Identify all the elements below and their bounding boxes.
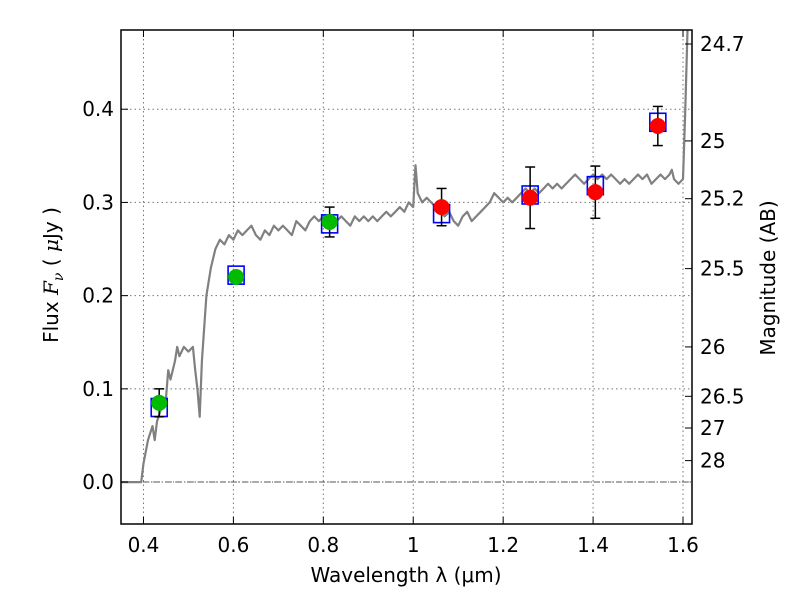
- y2-tick-label: 26.5: [700, 384, 745, 408]
- photometry-point: [151, 394, 168, 411]
- y-tick-label: 0.4: [82, 97, 114, 121]
- y-axis-label-unit-end: Jy ): [39, 207, 63, 241]
- ticks-layer: 0.4 0.6 0.8 1 1.2 1.4 1.6 0.0 0.1 0.2 0.3 0.4 24.7 25…: [82, 30, 745, 557]
- y-axis-label-unit: (: [39, 252, 63, 273]
- photometry-point: [321, 214, 338, 231]
- y-tick-label: 0.2: [82, 284, 114, 308]
- y-tick-label: 0.1: [82, 377, 114, 401]
- photometry-point: [228, 269, 245, 285]
- plot-frame: [120, 29, 693, 525]
- y2-tick-label: 27: [700, 416, 725, 440]
- photometry-point: [587, 184, 604, 201]
- x-tick-label: 0.6: [217, 533, 249, 557]
- y2-tick-label: 26: [700, 335, 725, 359]
- y-axis-label-mu: μ: [39, 239, 63, 252]
- x-tick-label: 0.8: [307, 533, 339, 557]
- y2-tick-label: 25: [700, 129, 725, 153]
- photometry-point: [649, 118, 666, 135]
- y2-tick-label: 25.2: [700, 187, 745, 211]
- y-tick-label: 0.3: [82, 190, 114, 214]
- x-tick-label: 1.2: [487, 533, 519, 557]
- x-tick-label: 1.6: [667, 533, 699, 557]
- y2-axis-label: Magnitude (AB): [756, 200, 780, 355]
- y-axis-label: Flux Fν ( μJy ): [39, 207, 67, 343]
- x-tick-label: 1: [407, 533, 420, 557]
- points-layer: [150, 105, 667, 418]
- y2-tick-label: 25.5: [700, 257, 745, 281]
- x-axis-label: Wavelength λ (μm): [310, 563, 501, 587]
- sed-layer: [121, 29, 689, 484]
- y2-tick-label: 24.7: [700, 32, 745, 56]
- photometry-point: [522, 189, 539, 206]
- y-axis-label-symbol: F: [39, 280, 63, 296]
- x-tick-label: 0.4: [128, 533, 160, 557]
- y2-tick-label: 28: [700, 449, 725, 473]
- grid-layer: [121, 30, 692, 524]
- y2-axis-label-text: Magnitude (AB): [756, 200, 780, 355]
- x-axis-label-text: Wavelength λ (μm): [310, 563, 501, 587]
- y-tick-label: 0.0: [82, 470, 114, 494]
- y-axis-label-subscript: ν: [51, 272, 67, 281]
- sed-curve: [121, 29, 689, 484]
- y-axis-label-text: Flux Fν ( μJy ): [39, 207, 67, 343]
- photometry-point: [433, 199, 450, 216]
- y-axis-label-part: Flux: [39, 295, 63, 343]
- x-tick-label: 1.4: [577, 533, 609, 557]
